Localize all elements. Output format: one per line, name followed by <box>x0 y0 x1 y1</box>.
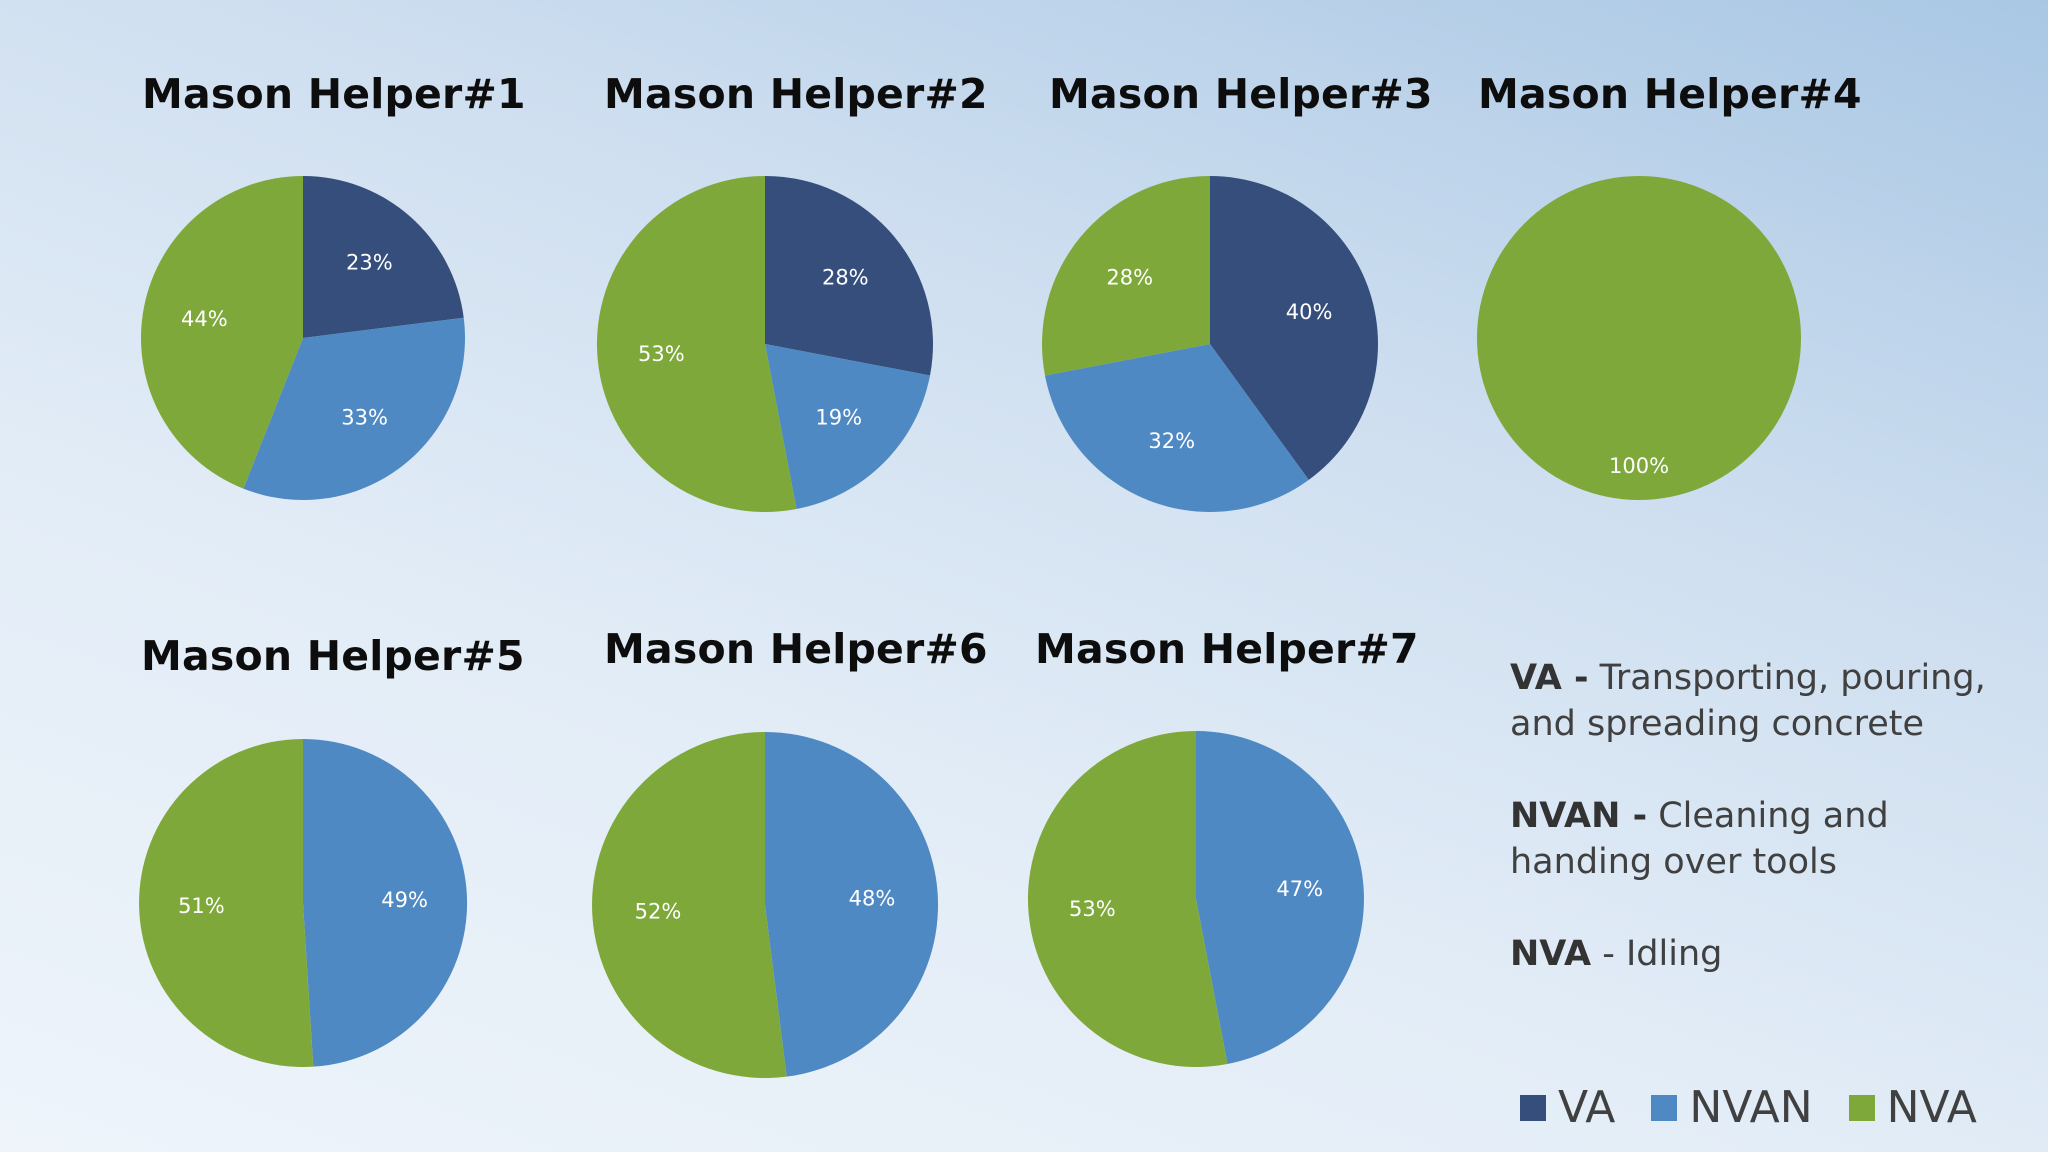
pie-chart-3: 40% 32% 28% <box>1042 176 1378 512</box>
legend-item-nvan: NVAN <box>1651 1082 1813 1133</box>
description-nva: NVA - Idling <box>1510 931 2030 977</box>
chart-title-2: Mason Helper#2 <box>604 70 988 118</box>
pie-label-nva: 28% <box>1106 266 1153 290</box>
pie-chart-4: 100% <box>1477 176 1801 500</box>
description-term: NVA <box>1510 934 1592 974</box>
pie-slice-nvan <box>243 317 465 500</box>
pie-label-va: 28% <box>822 266 869 290</box>
chart-title-6: Mason Helper#6 <box>604 625 988 673</box>
pie-label-nvan: 19% <box>815 406 862 430</box>
pie-slice-nvan <box>765 344 931 510</box>
pie-label-nvan: 49% <box>381 888 428 912</box>
legend-label-nva: NVA <box>1886 1082 1977 1133</box>
pie-slice-nva <box>1477 176 1801 500</box>
pie-chart-5: 49% 51% <box>139 739 468 1067</box>
legend-item-va: VA <box>1520 1082 1615 1133</box>
pie-slice-nva <box>1042 176 1210 376</box>
legend-label-nvan: NVAN <box>1689 1082 1813 1133</box>
pie-label-nva: 100% <box>1609 454 1669 478</box>
pie-slice-nvan <box>765 732 939 1077</box>
description-text: - Idling <box>1591 934 1723 974</box>
chart-title-3: Mason Helper#3 <box>1049 70 1433 118</box>
pie-chart-6: 48% 52% <box>592 732 939 1078</box>
pie-slice-va <box>303 176 464 338</box>
legend-label-va: VA <box>1558 1082 1616 1133</box>
pie-slice-va <box>1210 176 1378 480</box>
pie-chart-1: 23% 33% 44% <box>141 176 465 500</box>
chart-title-5: Mason Helper#5 <box>141 632 525 680</box>
pie-slice-nva <box>1027 731 1228 1067</box>
pie-slice-va <box>765 176 933 376</box>
chart-title-4: Mason Helper#4 <box>1478 70 1862 118</box>
pie-label-nva: 44% <box>181 307 228 331</box>
pie-label-nvan: 32% <box>1148 429 1195 453</box>
pie-slice-nvan <box>1044 344 1309 512</box>
pie-label-nva: 52% <box>635 900 682 924</box>
pie-slice-nva <box>141 176 303 489</box>
description-va: VA - Transporting, pouring, and spreadin… <box>1510 655 2030 747</box>
description-term: NVAN - <box>1510 796 1648 836</box>
pie-label-nva: 53% <box>638 342 685 366</box>
chart-title-7: Mason Helper#7 <box>1035 625 1419 673</box>
pie-label-va: 23% <box>346 251 393 275</box>
pie-label-nva: 51% <box>178 894 225 918</box>
pie-slice-nvan <box>303 739 468 1067</box>
chart-title-1: Mason Helper#1 <box>142 70 526 118</box>
pie-slice-nva <box>596 176 797 512</box>
legend: VA NVAN NVA <box>1520 1082 2013 1133</box>
pie-label-nvan: 48% <box>849 886 896 910</box>
pie-chart-2: 28% 19% 53% <box>596 176 933 512</box>
description-nvan: NVAN - Cleaning and handing over tools <box>1510 793 2030 885</box>
pie-chart-7: 47% 53% <box>1027 731 1364 1067</box>
legend-swatch-va <box>1520 1094 1546 1121</box>
legend-swatch-nvan <box>1651 1094 1678 1121</box>
pie-label-nvan: 33% <box>341 405 388 429</box>
pie-label-va: 40% <box>1286 300 1333 324</box>
pie-label-nva: 53% <box>1069 897 1116 921</box>
description-text: Transporting, pouring, and spreading con… <box>1510 658 1986 744</box>
legend-item-nva: NVA <box>1848 1082 1977 1133</box>
pie-label-nvan: 47% <box>1276 877 1323 901</box>
pie-slice-nvan <box>1196 731 1364 1065</box>
description-text: Cleaning and handing over tools <box>1510 796 1889 882</box>
pie-slice-nva <box>592 732 787 1078</box>
legend-swatch-nva <box>1848 1094 1875 1121</box>
description-term: VA - <box>1510 658 1589 698</box>
pie-slice-nva <box>139 739 314 1067</box>
